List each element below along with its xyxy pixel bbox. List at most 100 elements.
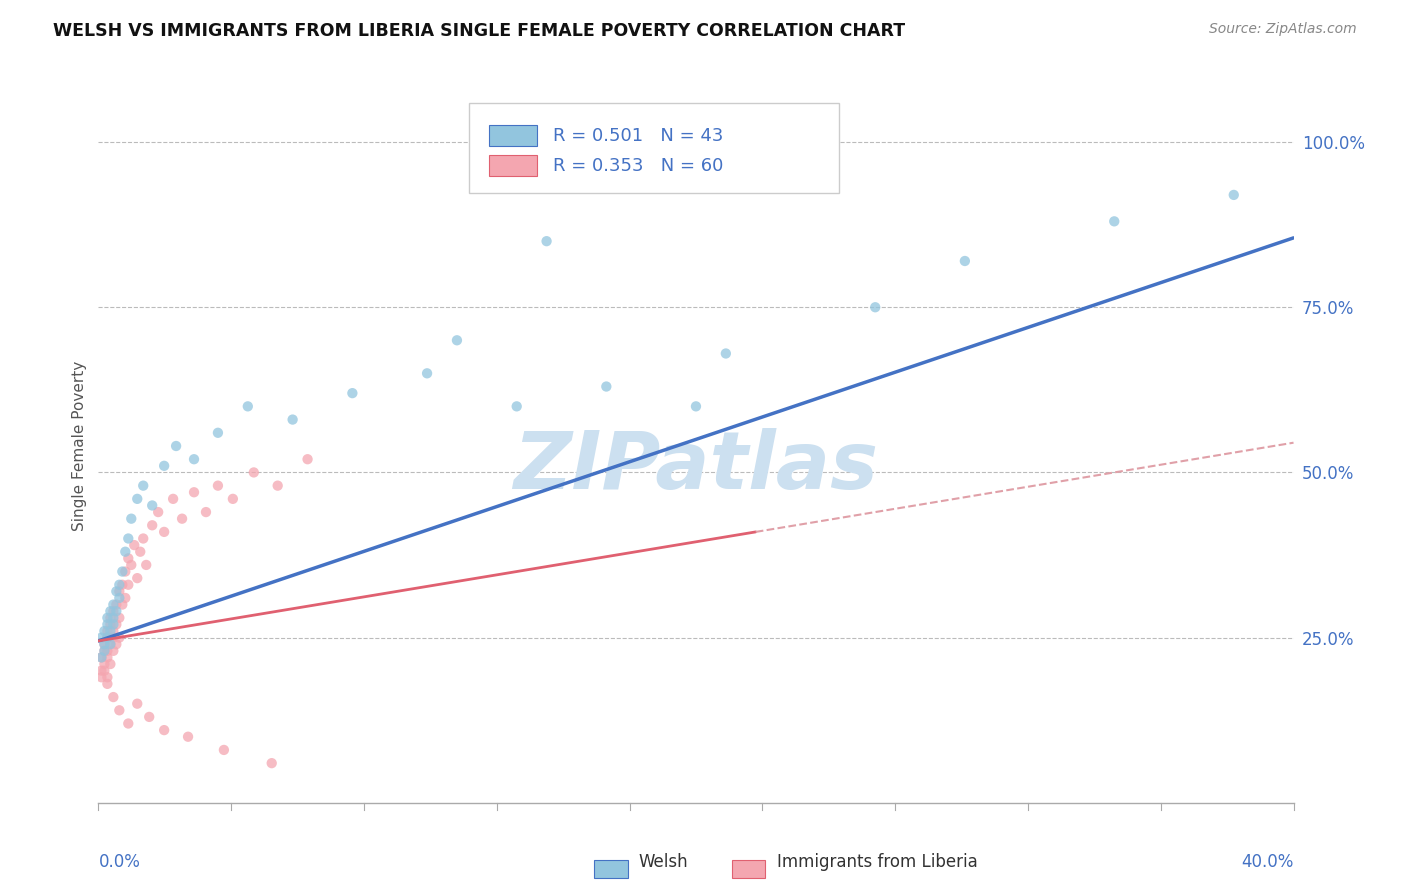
Point: [267, 478, 290, 492]
Point: [162, 491, 184, 506]
FancyBboxPatch shape: [489, 125, 537, 146]
Point: [281, 412, 304, 426]
Point: [103, 631, 125, 645]
Point: [685, 400, 707, 414]
Text: Welsh: Welsh: [638, 854, 688, 871]
Point: [111, 598, 134, 612]
Point: [124, 538, 146, 552]
Point: [103, 690, 125, 704]
Point: [117, 716, 139, 731]
Point: [865, 300, 887, 314]
Text: 0.0%: 0.0%: [98, 853, 141, 871]
Point: [105, 584, 128, 599]
Point: [222, 491, 245, 506]
Point: [98, 611, 122, 625]
Point: [96, 650, 118, 665]
Point: [153, 723, 176, 738]
Point: [98, 637, 122, 651]
Point: [207, 425, 229, 440]
FancyBboxPatch shape: [733, 860, 765, 879]
Point: [90, 670, 112, 684]
Point: [114, 545, 136, 559]
Point: [98, 657, 122, 671]
Point: [114, 565, 136, 579]
Point: [127, 697, 149, 711]
Point: [117, 551, 139, 566]
Point: [98, 617, 122, 632]
Point: [96, 631, 118, 645]
Point: [108, 631, 131, 645]
Point: [183, 452, 205, 467]
Point: [132, 478, 155, 492]
Text: R = 0.353   N = 60: R = 0.353 N = 60: [553, 157, 723, 175]
Point: [93, 644, 115, 658]
Text: R = 0.501   N = 43: R = 0.501 N = 43: [553, 127, 723, 145]
Point: [195, 505, 218, 519]
Point: [105, 617, 128, 632]
Point: [127, 571, 149, 585]
Point: [96, 617, 118, 632]
Point: [90, 664, 112, 678]
Point: [416, 367, 439, 381]
Point: [90, 650, 112, 665]
Point: [96, 644, 118, 658]
Point: [132, 532, 155, 546]
Point: [141, 499, 163, 513]
Point: [236, 400, 259, 414]
Point: [153, 458, 176, 473]
Point: [108, 584, 131, 599]
Point: [506, 400, 529, 414]
Point: [117, 532, 139, 546]
Point: [90, 650, 112, 665]
Point: [105, 598, 128, 612]
Text: WELSH VS IMMIGRANTS FROM LIBERIA SINGLE FEMALE POVERTY CORRELATION CHART: WELSH VS IMMIGRANTS FROM LIBERIA SINGLE …: [53, 22, 905, 40]
Point: [103, 624, 125, 638]
Point: [297, 452, 319, 467]
Point: [98, 604, 122, 618]
Point: [135, 558, 157, 572]
Point: [117, 578, 139, 592]
Point: [172, 511, 194, 525]
Point: [103, 611, 125, 625]
Point: [108, 591, 131, 605]
Point: [1223, 188, 1246, 202]
Point: [212, 743, 235, 757]
Point: [108, 703, 131, 717]
FancyBboxPatch shape: [470, 103, 839, 193]
Point: [96, 624, 118, 638]
Text: Immigrants from Liberia: Immigrants from Liberia: [778, 854, 979, 871]
Point: [120, 558, 142, 572]
Point: [148, 505, 170, 519]
Point: [96, 670, 118, 684]
Point: [177, 730, 200, 744]
Point: [153, 524, 176, 539]
Point: [93, 624, 115, 638]
Text: Source: ZipAtlas.com: Source: ZipAtlas.com: [1209, 22, 1357, 37]
Point: [93, 664, 115, 678]
Point: [342, 386, 364, 401]
Point: [96, 677, 118, 691]
Point: [93, 637, 115, 651]
Point: [90, 631, 112, 645]
Point: [536, 234, 558, 248]
Point: [111, 565, 134, 579]
FancyBboxPatch shape: [489, 155, 537, 177]
Point: [105, 637, 128, 651]
Point: [105, 604, 128, 618]
Point: [446, 333, 468, 347]
Point: [108, 578, 131, 592]
Point: [103, 604, 125, 618]
Point: [138, 710, 160, 724]
Point: [1104, 214, 1126, 228]
Point: [111, 578, 134, 592]
Point: [129, 545, 152, 559]
Point: [108, 611, 131, 625]
Y-axis label: Single Female Poverty: Single Female Poverty: [72, 361, 87, 531]
Point: [103, 598, 125, 612]
Point: [183, 485, 205, 500]
Point: [141, 518, 163, 533]
Text: ZIPatlas: ZIPatlas: [513, 428, 879, 507]
Point: [103, 644, 125, 658]
Text: 40.0%: 40.0%: [1241, 853, 1294, 871]
Point: [93, 644, 115, 658]
